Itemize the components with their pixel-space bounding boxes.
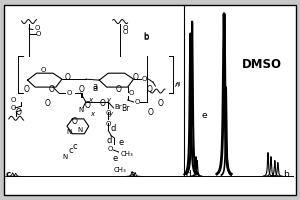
Text: d: d <box>185 170 191 179</box>
Text: DMSO: DMSO <box>242 58 282 71</box>
Text: d: d <box>111 124 116 133</box>
Text: a: a <box>129 170 135 179</box>
Text: O: O <box>65 73 71 82</box>
Text: Br: Br <box>121 104 130 113</box>
Text: n: n <box>176 81 180 87</box>
Text: c: c <box>72 142 77 151</box>
Text: b: b <box>144 32 149 41</box>
Text: O: O <box>116 85 122 94</box>
Text: O: O <box>142 76 147 82</box>
Text: O: O <box>49 85 55 94</box>
Text: y: y <box>109 111 112 117</box>
Text: c: c <box>69 146 73 155</box>
Text: e: e <box>202 111 207 120</box>
Text: x: x <box>88 97 92 103</box>
Text: N: N <box>77 127 83 133</box>
Text: c: c <box>5 170 11 179</box>
Text: a: a <box>92 84 97 93</box>
Text: Br: Br <box>114 104 122 110</box>
Text: O: O <box>66 90 72 96</box>
FancyBboxPatch shape <box>4 5 296 195</box>
Text: O: O <box>40 67 46 73</box>
Text: O: O <box>133 73 139 82</box>
Text: O: O <box>106 121 111 127</box>
Text: O: O <box>11 97 16 103</box>
Text: d: d <box>107 136 112 145</box>
Text: N: N <box>78 107 83 113</box>
Text: N: N <box>66 129 71 135</box>
Text: O: O <box>108 146 113 152</box>
Text: O: O <box>147 85 153 94</box>
Text: b: b <box>283 170 289 179</box>
Text: O: O <box>122 25 128 31</box>
Text: O: O <box>134 99 140 105</box>
Text: O: O <box>24 85 30 94</box>
Text: e: e <box>118 138 124 147</box>
Text: y: y <box>106 97 110 103</box>
Text: O: O <box>44 99 50 108</box>
Text: O: O <box>122 29 128 35</box>
Text: CH₃: CH₃ <box>114 167 127 173</box>
Text: CH₃: CH₃ <box>120 151 133 157</box>
Text: N: N <box>62 154 68 160</box>
Text: O: O <box>34 25 40 31</box>
Text: x: x <box>90 111 94 117</box>
Text: O: O <box>16 108 22 117</box>
Text: b: b <box>143 33 148 42</box>
Text: O: O <box>72 117 78 126</box>
Text: O: O <box>158 99 164 108</box>
Text: O: O <box>36 31 41 37</box>
Text: a: a <box>92 82 97 91</box>
Text: e: e <box>112 154 118 163</box>
Text: n: n <box>175 82 179 88</box>
Text: O: O <box>106 110 111 116</box>
Text: O: O <box>148 108 154 117</box>
Text: O: O <box>11 105 16 111</box>
Text: O: O <box>84 101 90 110</box>
Text: O: O <box>100 99 106 108</box>
Text: O: O <box>79 85 85 94</box>
Text: O: O <box>128 90 134 96</box>
